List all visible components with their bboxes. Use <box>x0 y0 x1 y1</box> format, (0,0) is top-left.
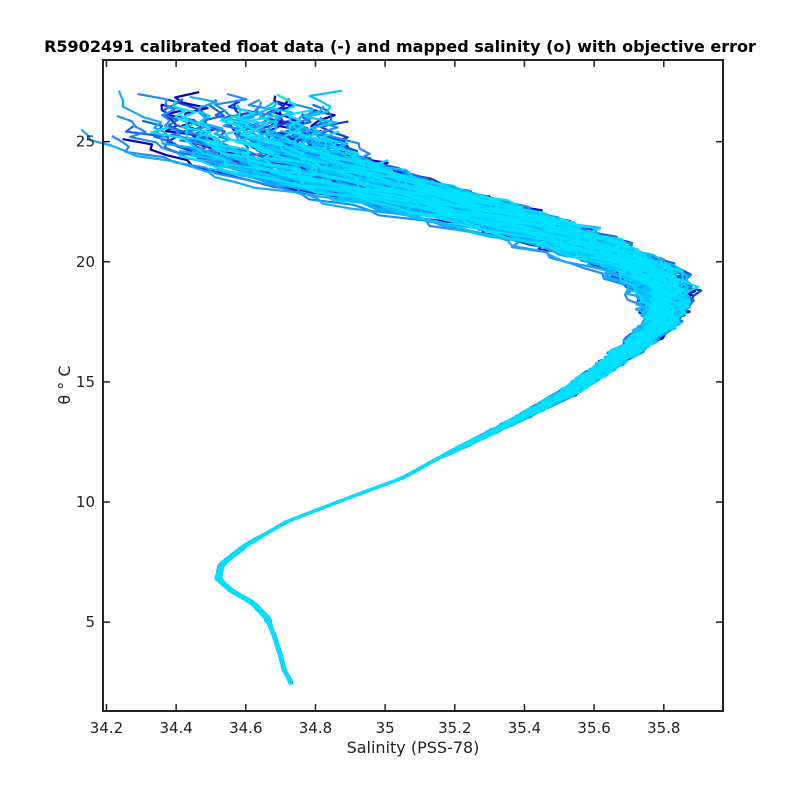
x-axis: 34.2 34.4 34.6 34.8 35 35.2 35.4 35.6 35.8 <box>90 60 680 737</box>
y-tick-label: 10 <box>76 493 95 511</box>
profile-line <box>216 130 690 682</box>
x-tick-label: 34.2 <box>90 719 123 737</box>
x-tick-label: 35.4 <box>508 719 541 737</box>
plot-frame <box>102 59 724 712</box>
x-tick-label: 34.8 <box>299 719 332 737</box>
y-tick-label: 25 <box>76 133 95 151</box>
profile-line <box>216 158 700 684</box>
y-axis: 5 10 15 20 25 <box>76 133 723 631</box>
x-tick-label: 35.6 <box>577 719 610 737</box>
profile-lines <box>80 89 703 685</box>
x-tick-label: 34.4 <box>159 719 192 737</box>
x-axis-label: Salinity (PSS-78) <box>347 738 480 757</box>
y-axis-label: θ ° C <box>55 365 74 404</box>
chart-title: R5902491 calibrated float data (-) and m… <box>44 37 756 56</box>
y-tick-label: 5 <box>85 613 95 631</box>
x-tick-label: 34.6 <box>229 719 262 737</box>
x-tick-label: 35.8 <box>647 719 680 737</box>
y-tick-label: 15 <box>76 373 95 391</box>
y-tick-label: 20 <box>76 253 95 271</box>
x-tick-label: 35 <box>376 719 395 737</box>
x-tick-label: 35.2 <box>438 719 471 737</box>
